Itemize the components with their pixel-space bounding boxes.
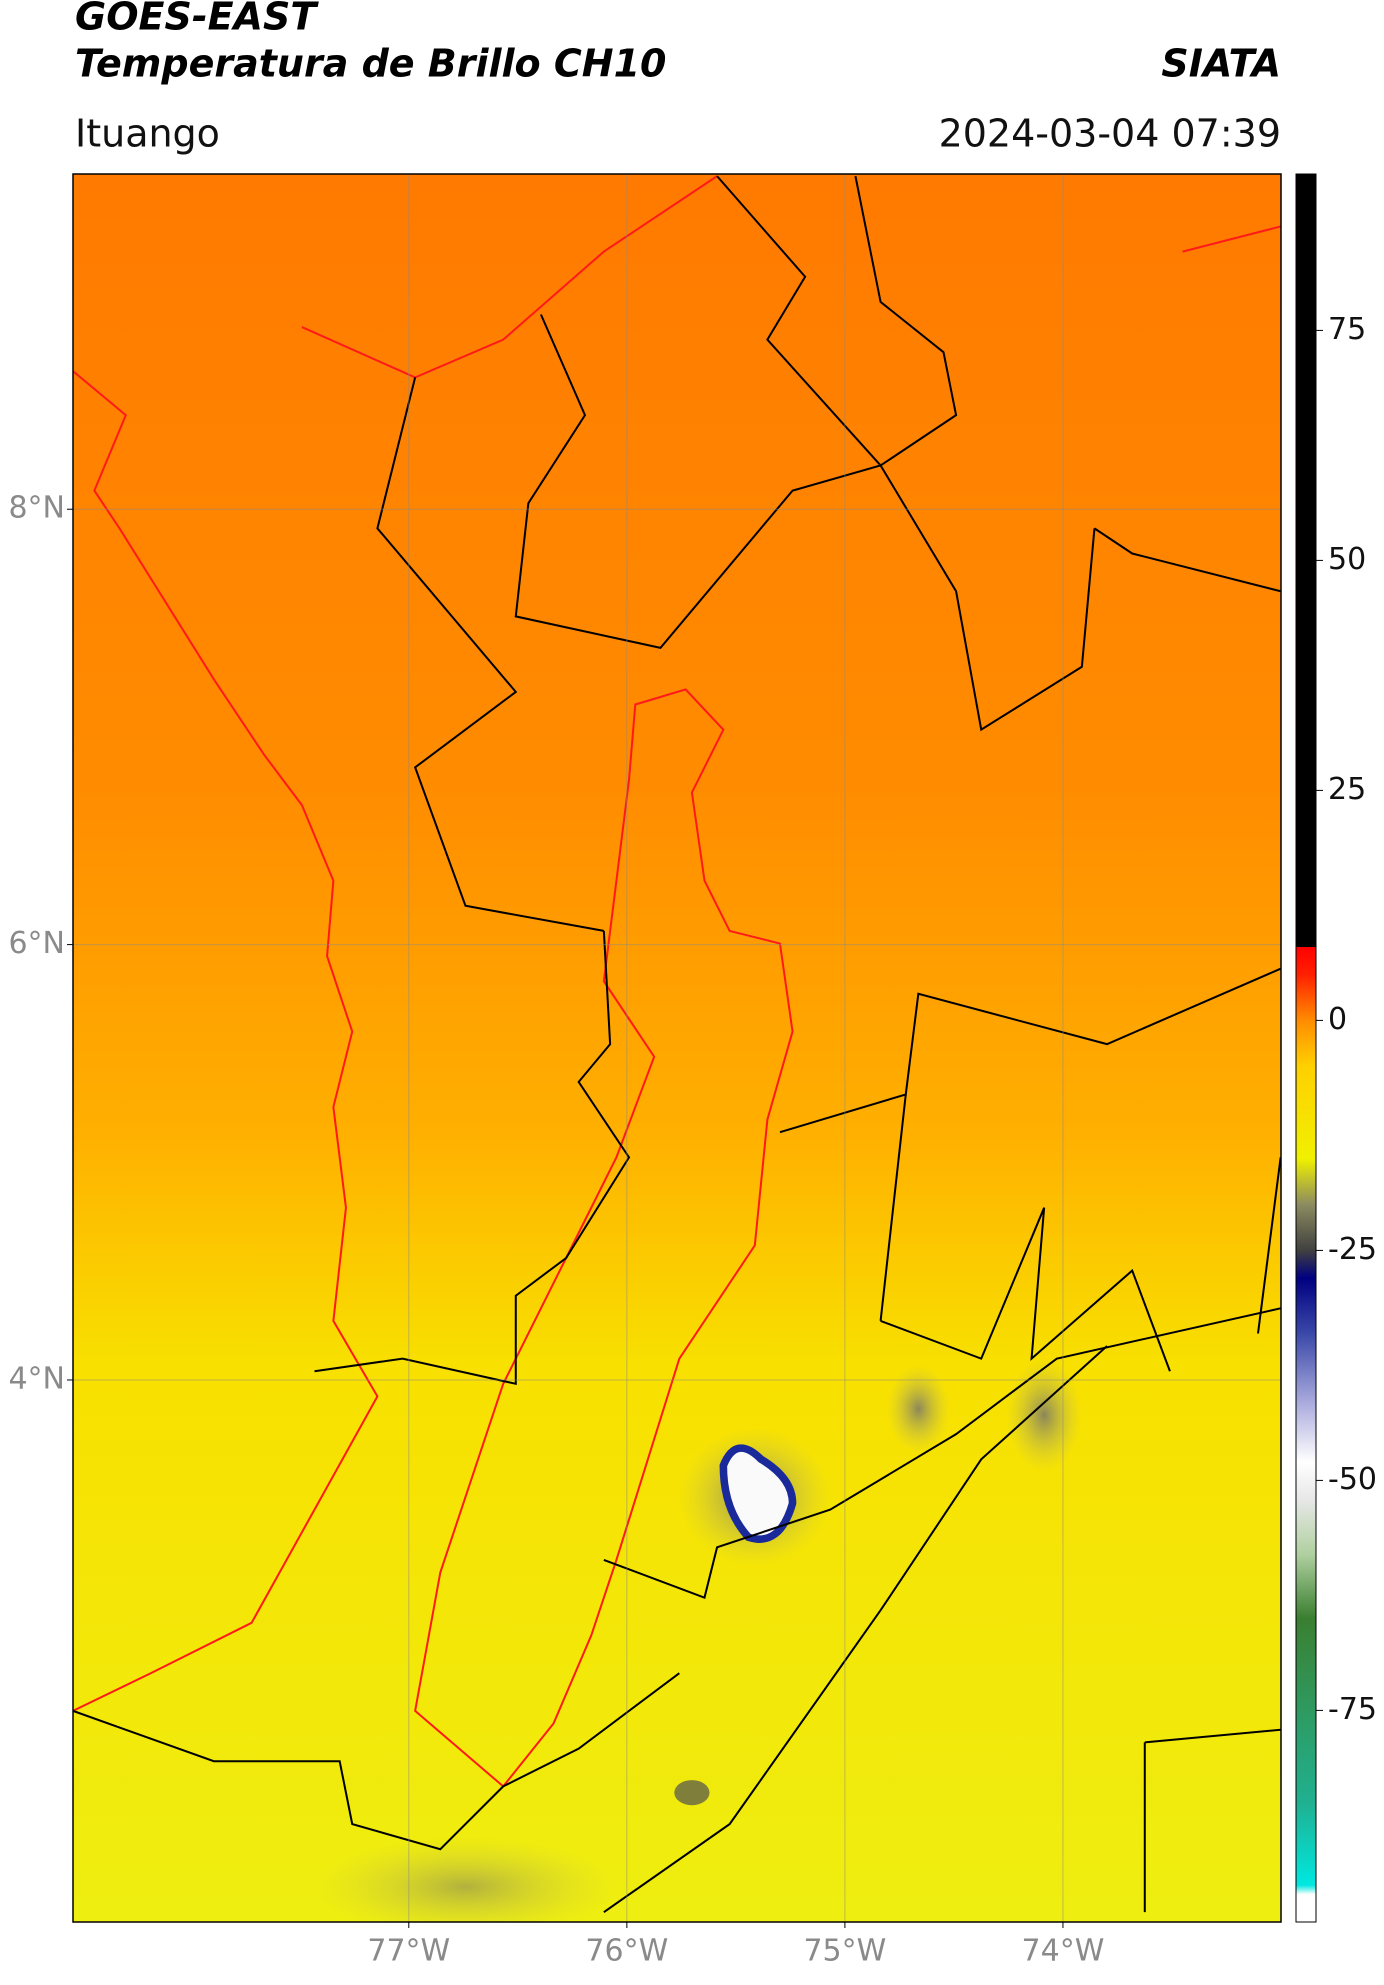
source: SIATA [1161, 42, 1281, 86]
map-frame [72, 173, 1282, 1923]
colorbar-label: -25 [1328, 1232, 1377, 1267]
lon-label: 77°W [367, 1934, 450, 1969]
colorbar-label: -75 [1328, 1692, 1377, 1727]
map [73, 174, 1281, 1922]
cloud [314, 1836, 617, 1922]
map-background [73, 174, 1281, 1922]
datetime: 2024-03-04 07:39 [939, 112, 1281, 156]
cloud [674, 1780, 710, 1806]
map-features [73, 175, 1281, 1922]
coastline [73, 175, 1281, 1788]
colorbar-label: 25 [1328, 772, 1366, 807]
lat-label: 4°N [8, 1361, 65, 1396]
colorbar [1295, 173, 1317, 1923]
location: Ituango [75, 112, 220, 156]
cloud [886, 1364, 950, 1453]
borders [73, 175, 1281, 1913]
title: GOES-EAST [75, 0, 319, 39]
lon-label: 76°W [585, 1934, 668, 1969]
graticule [73, 174, 1281, 1922]
colorbar-label: 0 [1328, 1002, 1347, 1037]
lat-label: 6°N [8, 926, 65, 961]
subtitle: Temperatura de Brillo CH10 [75, 42, 666, 86]
storm-core [719, 1444, 797, 1543]
colorbar-label: 75 [1328, 312, 1366, 347]
lat-label: 8°N [8, 491, 65, 526]
lon-label: 75°W [803, 1934, 886, 1969]
colorbar-label: 50 [1328, 542, 1366, 577]
cloud [1006, 1358, 1082, 1472]
colorbar-label: -50 [1328, 1462, 1377, 1497]
lon-label: 74°W [1022, 1934, 1105, 1969]
